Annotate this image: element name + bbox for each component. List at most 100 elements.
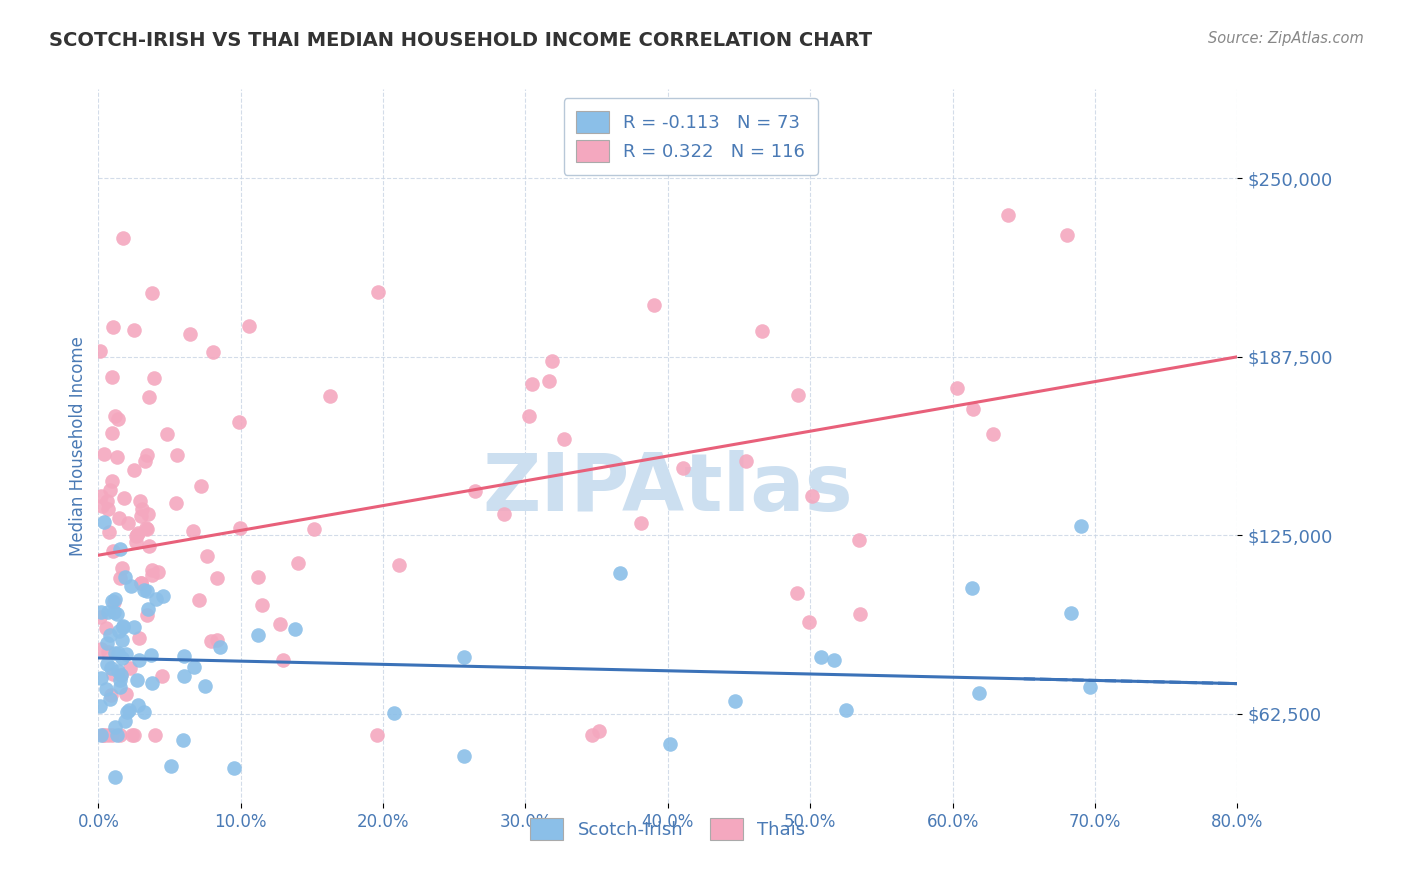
- Point: [156, 427, 179, 442]
- Point: [138, 390, 160, 404]
- Point: [787, 388, 810, 402]
- Point: [89, 344, 111, 359]
- Point: [849, 607, 872, 622]
- Point: [89, 609, 111, 624]
- Point: [90, 605, 112, 619]
- Point: [134, 582, 156, 597]
- Point: [97, 644, 120, 658]
- Point: [724, 694, 747, 708]
- Point: [118, 703, 141, 717]
- Point: [367, 285, 389, 299]
- Point: [89, 698, 111, 713]
- Point: [127, 525, 149, 540]
- Point: [962, 401, 984, 416]
- Point: [247, 570, 270, 584]
- Point: [98, 483, 121, 498]
- Point: [238, 318, 260, 333]
- Point: [135, 584, 157, 599]
- Point: [100, 425, 122, 440]
- Point: [110, 668, 132, 682]
- Point: [100, 688, 122, 702]
- Point: [104, 646, 127, 660]
- Point: [122, 619, 145, 633]
- Point: [228, 415, 250, 429]
- Point: [93, 728, 115, 742]
- Point: [105, 450, 128, 465]
- Point: [835, 703, 858, 717]
- Point: [609, 566, 631, 580]
- Point: [132, 705, 155, 719]
- Y-axis label: Median Household Income: Median Household Income: [69, 336, 87, 556]
- Point: [118, 661, 141, 675]
- Point: [107, 646, 129, 660]
- Point: [207, 632, 229, 647]
- Point: [129, 494, 152, 508]
- Point: [735, 453, 758, 467]
- Point: [101, 594, 124, 608]
- Point: [1078, 680, 1101, 694]
- Point: [128, 653, 150, 667]
- Point: [110, 668, 132, 682]
- Point: [134, 454, 156, 468]
- Point: [139, 648, 162, 663]
- Point: [823, 653, 845, 667]
- Point: [115, 647, 138, 661]
- Point: [90, 728, 112, 742]
- Point: [138, 540, 160, 554]
- Point: [190, 479, 212, 493]
- Point: [142, 371, 165, 385]
- Point: [1056, 228, 1078, 243]
- Point: [107, 665, 129, 679]
- Point: [100, 661, 122, 675]
- Point: [800, 489, 823, 503]
- Point: [96, 621, 118, 635]
- Point: [101, 369, 124, 384]
- Point: [304, 522, 326, 536]
- Point: [553, 432, 575, 446]
- Point: [96, 657, 118, 671]
- Point: [129, 575, 152, 590]
- Point: [105, 728, 128, 742]
- Point: [388, 558, 411, 573]
- Point: [112, 619, 135, 633]
- Point: [284, 622, 307, 636]
- Point: [125, 534, 148, 549]
- Point: [271, 653, 294, 667]
- Point: [131, 501, 153, 516]
- Point: [494, 508, 516, 522]
- Point: [97, 502, 120, 516]
- Point: [107, 511, 129, 525]
- Point: [229, 521, 252, 535]
- Point: [981, 427, 1004, 442]
- Point: [453, 748, 475, 763]
- Text: ZIPAtlas: ZIPAtlas: [482, 450, 853, 528]
- Point: [141, 675, 163, 690]
- Point: [201, 344, 224, 359]
- Point: [136, 522, 159, 536]
- Legend: Scotch-Irish, Thais: Scotch-Irish, Thais: [523, 811, 813, 847]
- Point: [91, 728, 114, 742]
- Point: [522, 376, 544, 391]
- Point: [183, 660, 205, 674]
- Point: [143, 728, 166, 742]
- Point: [114, 570, 136, 584]
- Point: [366, 728, 388, 742]
- Point: [209, 640, 232, 655]
- Point: [108, 681, 131, 695]
- Point: [224, 762, 246, 776]
- Point: [160, 759, 183, 773]
- Point: [107, 607, 129, 621]
- Point: [141, 568, 163, 582]
- Point: [136, 507, 159, 521]
- Point: [103, 409, 125, 423]
- Point: [97, 606, 120, 620]
- Point: [152, 589, 174, 603]
- Point: [581, 728, 603, 742]
- Point: [205, 571, 228, 585]
- Point: [136, 601, 159, 615]
- Point: [108, 624, 131, 639]
- Point: [115, 705, 138, 719]
- Point: [101, 728, 124, 742]
- Point: [960, 581, 983, 595]
- Point: [101, 544, 124, 558]
